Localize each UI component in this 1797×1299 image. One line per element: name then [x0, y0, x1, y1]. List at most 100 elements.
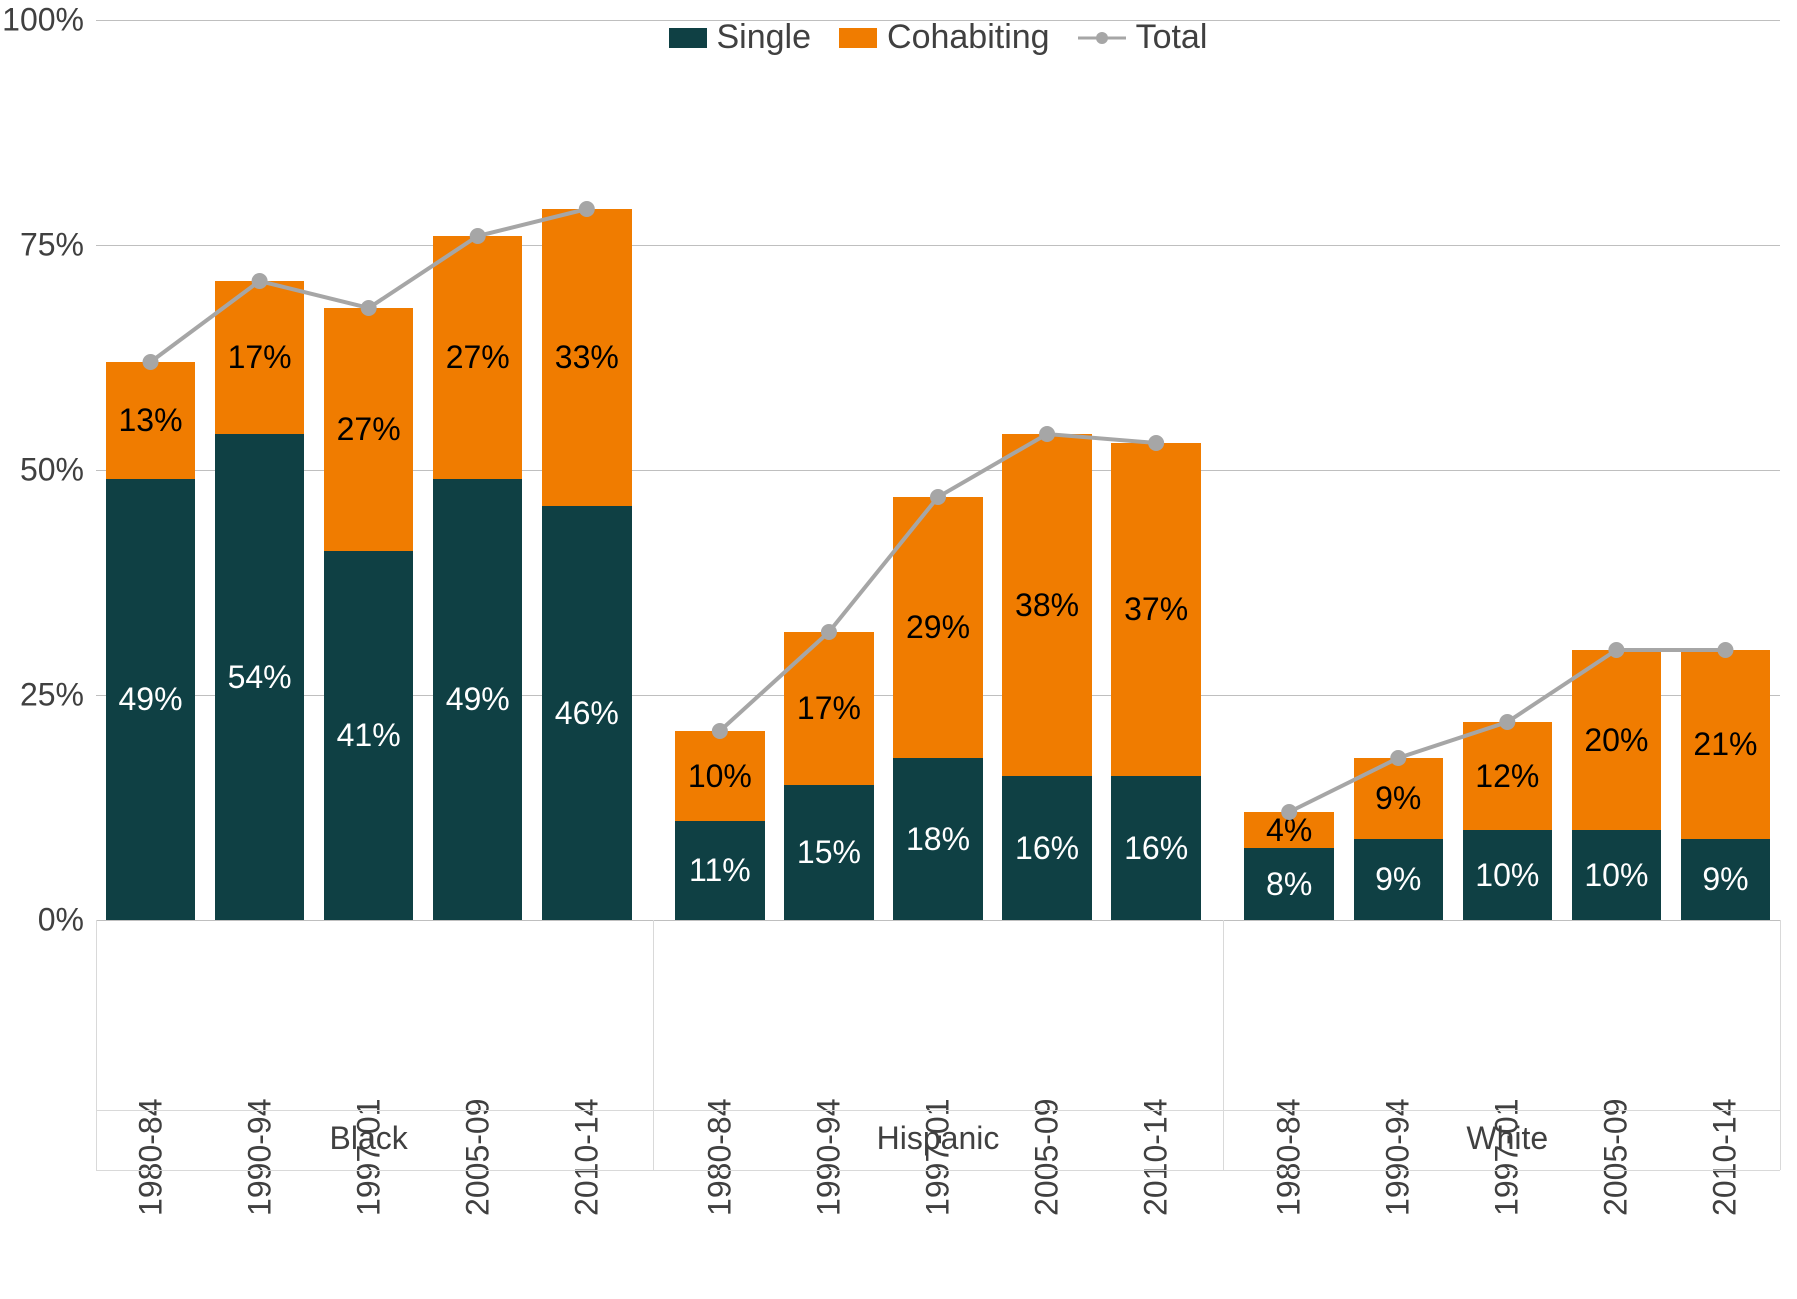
- bar: 10% 12%: [1463, 722, 1552, 920]
- bar-segment-single: 9%: [1681, 839, 1770, 920]
- bar-value-single: 15%: [797, 834, 861, 871]
- legend-label: Total: [1136, 18, 1208, 57]
- bar-segment-single: 9%: [1354, 839, 1443, 920]
- group-label: Black: [96, 1120, 641, 1157]
- bar-segment-single: 54%: [215, 434, 304, 920]
- bar-value-cohabiting: 9%: [1375, 780, 1421, 817]
- bar-value-single: 41%: [337, 717, 401, 754]
- bar-segment-single: 46%: [542, 506, 631, 920]
- y-axis-tick-label: 0%: [0, 902, 84, 939]
- group-separator: [653, 920, 654, 1170]
- axis-border: [1780, 920, 1781, 1170]
- bar: 16% 38%: [1002, 434, 1091, 920]
- bar-value-single: 49%: [446, 681, 510, 718]
- axis-border: [96, 920, 97, 1170]
- bar-segment-cohabiting: 27%: [433, 236, 522, 479]
- bar-segment-cohabiting: 21%: [1681, 650, 1770, 839]
- stacked-bar-chart: 49%13%54%17%41%27%49%27%46%33%11%10%15%1…: [0, 0, 1797, 1197]
- bar-segment-single: 10%: [1572, 830, 1661, 920]
- bar-value-single: 10%: [1475, 857, 1539, 894]
- bar-segment-single: 8%: [1244, 848, 1333, 920]
- bar-value-single: 9%: [1375, 861, 1421, 898]
- bar-segment-single: 49%: [106, 479, 195, 920]
- bar-segment-cohabiting: 13%: [106, 362, 195, 479]
- bar: 18% 29%: [893, 497, 982, 920]
- bar-value-cohabiting: 27%: [446, 339, 510, 376]
- bar-segment-single: 49%: [433, 479, 522, 920]
- bar: 9% 21%: [1681, 650, 1770, 920]
- bar-value-cohabiting: 21%: [1693, 726, 1757, 763]
- bar-value-single: 9%: [1702, 861, 1748, 898]
- bar-value-cohabiting: 29%: [906, 609, 970, 646]
- group-label: White: [1235, 1120, 1780, 1157]
- y-axis-tick-label: 50%: [0, 452, 84, 489]
- bar-segment-single: 41%: [324, 551, 413, 920]
- bar-value-cohabiting: 17%: [797, 690, 861, 727]
- bar: 49% 13%: [106, 362, 195, 920]
- bar-value-cohabiting: 38%: [1015, 587, 1079, 624]
- bar-value-single: 11%: [689, 852, 751, 889]
- bar-segment-single: 15%: [784, 785, 873, 920]
- bar-segment-single: 16%: [1002, 776, 1091, 920]
- bar-value-cohabiting: 12%: [1475, 758, 1539, 795]
- legend: Single Cohabiting Total: [669, 18, 1208, 57]
- bar-segment-cohabiting: 27%: [324, 308, 413, 551]
- bar-value-cohabiting: 37%: [1124, 591, 1188, 628]
- bar-value-single: 16%: [1015, 830, 1079, 867]
- bar-value-single: 54%: [228, 659, 292, 696]
- bar-segment-cohabiting: 17%: [215, 281, 304, 434]
- bar-segment-single: 10%: [1463, 830, 1552, 920]
- bar-value-single: 49%: [119, 681, 183, 718]
- bar-segment-cohabiting: 12%: [1463, 722, 1552, 830]
- bar-value-cohabiting: 13%: [119, 402, 183, 439]
- bar-segment-cohabiting: 38%: [1002, 434, 1091, 776]
- bar: 49% 27%: [433, 236, 522, 920]
- legend-item-single: Single: [669, 18, 812, 57]
- bar-segment-cohabiting: 10%: [675, 731, 764, 821]
- bar-value-cohabiting: 33%: [555, 339, 619, 376]
- legend-label: Single: [717, 18, 812, 57]
- bar: 46% 33%: [542, 209, 631, 920]
- bar-value-cohabiting: 27%: [337, 411, 401, 448]
- bar: 10% 20%: [1572, 650, 1661, 920]
- bar: 15% 17%: [784, 632, 873, 920]
- bar-value-cohabiting: 10%: [688, 758, 752, 795]
- bar-segment-cohabiting: 4%: [1244, 812, 1333, 848]
- bar: 54% 17%: [215, 281, 304, 920]
- gridline: [96, 245, 1780, 246]
- bar-value-single: 8%: [1266, 866, 1312, 903]
- bar-value-single: 16%: [1124, 830, 1188, 867]
- bar: 11% 10%: [675, 731, 764, 920]
- bar-value-cohabiting: 17%: [228, 339, 292, 376]
- legend-item-total: Total: [1078, 18, 1208, 57]
- legend-label: Cohabiting: [887, 18, 1050, 57]
- bar: 9% 9%: [1354, 758, 1443, 920]
- y-axis-tick-label: 100%: [0, 2, 84, 39]
- group-label: Hispanic: [665, 1120, 1210, 1157]
- axis-border-mid: [96, 1110, 1780, 1111]
- legend-swatch: [839, 28, 877, 48]
- y-axis-tick-label: 75%: [0, 227, 84, 264]
- bar-segment-single: 18%: [893, 758, 982, 920]
- legend-line-swatch: [1078, 28, 1126, 48]
- bar-segment-cohabiting: 9%: [1354, 758, 1443, 839]
- plot-area: 49%13%54%17%41%27%49%27%46%33%11%10%15%1…: [96, 20, 1780, 921]
- bar: 41% 27%: [324, 308, 413, 920]
- bar-segment-single: 11%: [675, 821, 764, 920]
- y-axis-tick-label: 25%: [0, 677, 84, 714]
- legend-item-cohabiting: Cohabiting: [839, 18, 1050, 57]
- bar-value-single: 10%: [1584, 857, 1648, 894]
- bar-value-single: 46%: [555, 695, 619, 732]
- legend-swatch: [669, 28, 707, 48]
- bar-value-single: 18%: [906, 821, 970, 858]
- bar-value-cohabiting: 4%: [1266, 812, 1312, 849]
- axis-border-bottom: [96, 1170, 1780, 1171]
- bar-value-cohabiting: 20%: [1584, 722, 1648, 759]
- bar: 8%4%: [1244, 812, 1333, 920]
- bar: 16% 37%: [1111, 443, 1200, 920]
- bar-segment-cohabiting: 29%: [893, 497, 982, 758]
- group-separator: [1223, 920, 1224, 1170]
- bar-segment-cohabiting: 33%: [542, 209, 631, 506]
- bar-segment-single: 16%: [1111, 776, 1200, 920]
- bar-segment-cohabiting: 20%: [1572, 650, 1661, 830]
